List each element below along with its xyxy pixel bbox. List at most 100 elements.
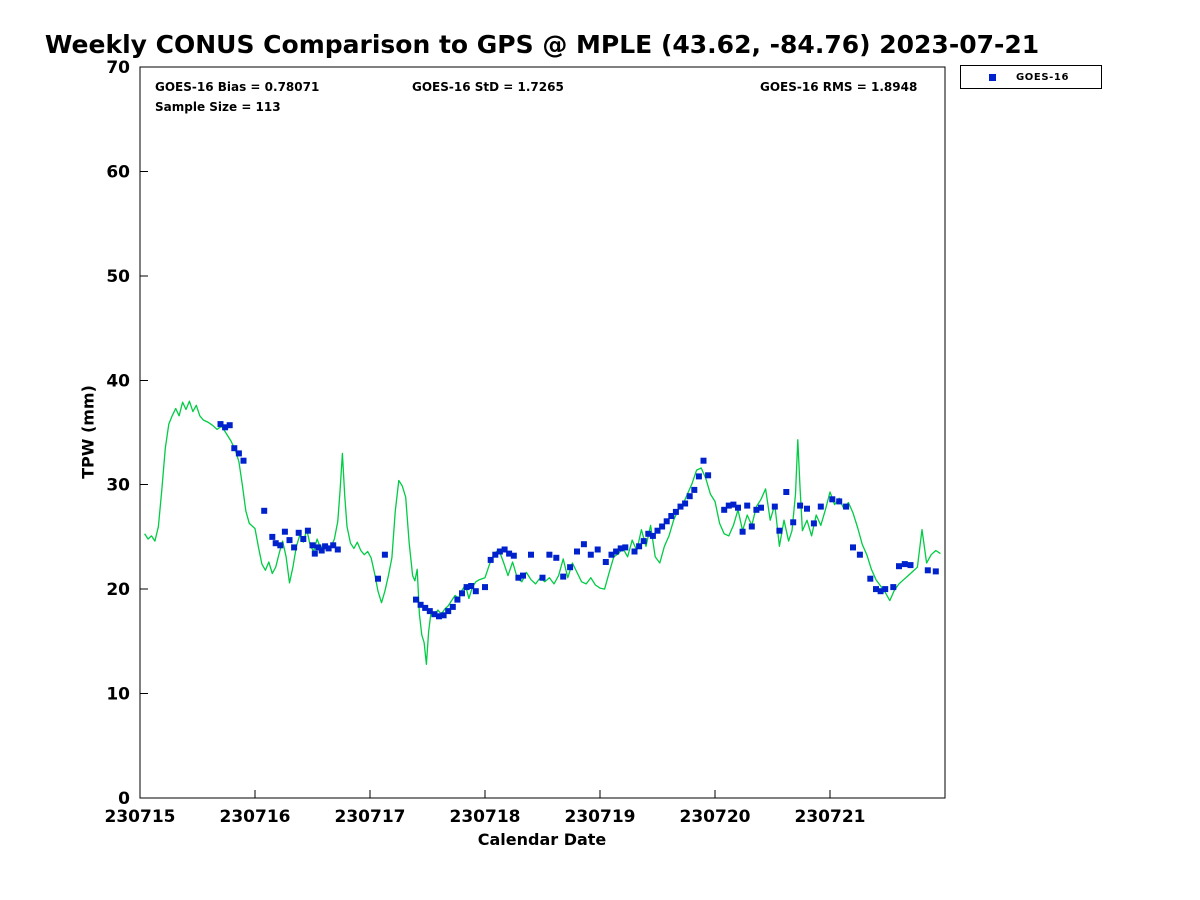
goes16-marker xyxy=(222,424,229,431)
goes16-marker xyxy=(636,543,643,550)
goes16-marker xyxy=(882,586,889,593)
goes16-marker xyxy=(654,527,661,534)
x-tick-label: 230715 xyxy=(105,807,176,827)
goes16-marker xyxy=(261,507,268,514)
goes16-marker xyxy=(580,541,587,548)
y-tick-label: 10 xyxy=(106,685,130,705)
goes16-marker xyxy=(506,550,513,557)
x-tick-label: 230721 xyxy=(795,807,866,827)
goes16-marker xyxy=(790,519,797,526)
gps-line-series xyxy=(144,400,941,665)
goes16-marker xyxy=(539,574,546,581)
goes16-marker xyxy=(567,564,574,571)
goes16-marker xyxy=(907,562,914,569)
goes16-marker xyxy=(896,563,902,570)
goes16-marker xyxy=(850,544,856,551)
goes16-marker xyxy=(309,542,316,549)
x-tick-label: 230717 xyxy=(335,807,406,827)
goes16-marker xyxy=(281,528,288,535)
goes16-marker xyxy=(748,523,755,530)
x-axis-ticks: 230715 230716 230717 230718 230719 230720 2307… xyxy=(105,790,946,827)
goes16-marker xyxy=(649,532,656,539)
axes-box xyxy=(139,66,946,799)
goes16-marker xyxy=(663,518,670,525)
goes16-marker xyxy=(492,551,499,558)
goes16-marker xyxy=(217,421,224,428)
goes16-marker xyxy=(449,603,456,610)
goes16-marker xyxy=(436,613,442,620)
goes16-marker xyxy=(758,504,764,511)
goes16-marker xyxy=(682,500,689,507)
goes16-marker xyxy=(901,561,908,568)
goes16-marker xyxy=(553,554,560,561)
goes16-marker xyxy=(431,611,438,618)
goes16-marker xyxy=(286,537,293,544)
goes16-marker xyxy=(334,546,341,553)
goes16-marker xyxy=(330,542,337,549)
goes16-marker xyxy=(304,527,311,534)
goes16-marker xyxy=(315,544,322,551)
goes16-marker xyxy=(422,604,429,611)
chart-title: Weekly CONUS Comparison to GPS @ MPLE (4… xyxy=(44,30,1040,59)
y-tick-label: 70 xyxy=(106,58,130,78)
legend-goes16-marker-icon xyxy=(989,73,996,81)
goes16-marker xyxy=(725,502,732,509)
goes16-marker xyxy=(602,559,609,565)
goes16-marker xyxy=(867,575,874,582)
goes16-marker xyxy=(520,572,526,579)
goes16-marker xyxy=(482,584,488,591)
legend-goes16-label: GOES-16 xyxy=(1016,71,1070,83)
goes16-marker xyxy=(776,527,783,534)
goes16-marker xyxy=(797,502,804,509)
y-tick-label: 0 xyxy=(118,789,130,809)
goes16-marker xyxy=(695,473,702,480)
stat-std: GOES-16 StD = 1.7265 xyxy=(412,80,564,94)
goes16-marker xyxy=(622,544,629,551)
x-tick-label: 230716 xyxy=(220,807,291,827)
goes16-marker xyxy=(295,529,302,536)
goes16-marker xyxy=(645,530,652,537)
goes16-marker xyxy=(322,543,329,550)
goes16-marker xyxy=(735,504,741,511)
goes16-marker xyxy=(560,573,567,580)
y-tick-label: 40 xyxy=(106,371,130,391)
goes16-marker xyxy=(817,503,824,510)
goes16-marker xyxy=(873,586,879,593)
goes16-marker xyxy=(463,584,470,591)
stat-sample-size: Sample Size = 113 xyxy=(155,100,281,114)
goes16-marker xyxy=(381,551,388,558)
goes16-marker xyxy=(325,545,332,552)
goes16-marker xyxy=(877,588,884,595)
goes16-marker xyxy=(440,612,447,619)
goes16-marker xyxy=(235,450,242,457)
y-tick-label: 60 xyxy=(106,162,130,182)
goes16-marker xyxy=(668,513,675,519)
goes16-marker xyxy=(311,550,318,557)
y-tick-label: 30 xyxy=(106,476,130,496)
goes16-marker xyxy=(617,545,624,552)
goes16-marker xyxy=(318,547,325,554)
goes16-marker xyxy=(739,528,746,535)
legend-box: GOES-16 xyxy=(960,65,1102,89)
goes16-marker xyxy=(608,551,615,558)
goes16-marker xyxy=(771,503,778,510)
goes16-marker xyxy=(659,523,666,530)
goes16-marker xyxy=(277,542,284,549)
stat-bias: GOES-16 Bias = 0.78071 xyxy=(155,80,320,94)
goes16-marker xyxy=(459,590,465,597)
goes16-marker xyxy=(515,574,522,581)
goes16-marker xyxy=(546,551,553,558)
y-axis-ticks: 0 10 20 30 40 50 60 70 xyxy=(106,58,148,809)
goes16-marker xyxy=(829,496,836,503)
goes16-marker xyxy=(413,596,419,603)
goes16-marker xyxy=(454,596,461,603)
goes16-marker xyxy=(686,493,693,500)
goes16-marker xyxy=(269,533,276,540)
goes16-marker xyxy=(468,583,475,589)
goes16-marker xyxy=(631,548,638,555)
goes16-marker xyxy=(721,506,728,513)
goes16-marker xyxy=(226,422,233,429)
goes16-markers xyxy=(217,421,939,620)
goes16-marker xyxy=(231,445,238,452)
